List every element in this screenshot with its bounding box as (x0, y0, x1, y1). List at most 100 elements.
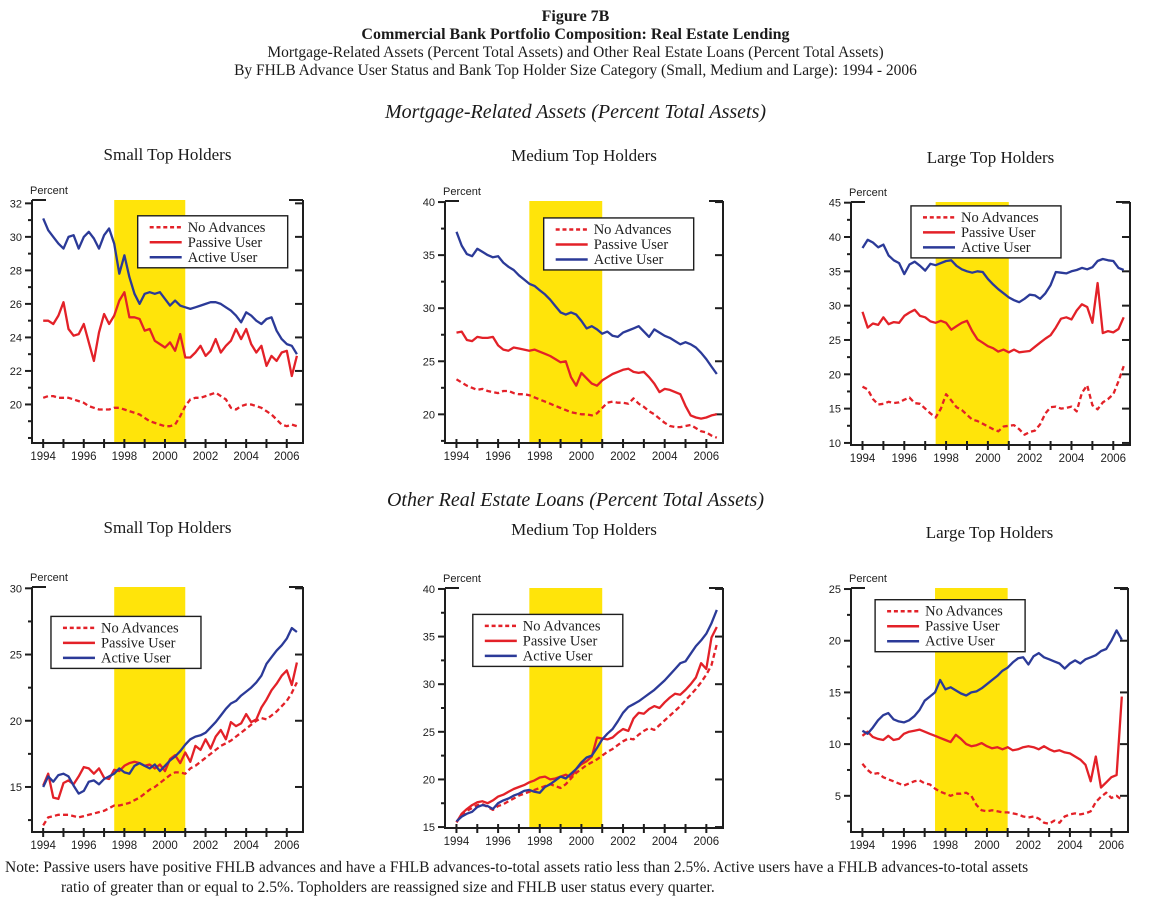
svg-text:40: 40 (423, 197, 435, 209)
svg-text:1996: 1996 (71, 451, 97, 463)
x-axis-ticks (42, 828, 288, 837)
y-axis-labels: 20 22 24 26 28 30 32 (10, 198, 22, 411)
svg-text:1994: 1994 (850, 840, 876, 852)
y-axis-labels: 15 20 25 30 35 40 (423, 584, 435, 834)
svg-text:2006: 2006 (694, 836, 720, 848)
svg-text:24: 24 (10, 332, 22, 344)
y-axis-unit-label: Percent (443, 186, 481, 198)
svg-text:2000: 2000 (975, 453, 1001, 465)
chart-title-mra-medium: Medium Top Holders (511, 146, 657, 165)
series-line-passive-user (43, 291, 299, 378)
svg-text:2002: 2002 (193, 840, 219, 852)
legend-label: Passive User (188, 235, 263, 251)
series-line-passive-user (861, 696, 1123, 789)
legend-label: Active User (961, 240, 1031, 256)
legend-label: Active User (925, 634, 995, 650)
svg-text:15: 15 (10, 782, 22, 794)
svg-text:2004: 2004 (652, 836, 678, 848)
section-heading-mortgage-related-assets: Mortgage-Related Assets (Percent Total A… (384, 101, 767, 123)
legend-label: Passive User (594, 237, 669, 253)
section-heading-other-real-estate-loans: Other Real Estate Loans (Percent Total A… (386, 489, 764, 511)
series-line-passive-user (456, 330, 718, 420)
series-line-active-user (42, 626, 298, 795)
x-axis-labels: 1994 1996 1998 2000 2002 2004 2006 (30, 451, 299, 463)
svg-text:15: 15 (423, 822, 435, 834)
svg-text:1998: 1998 (527, 836, 553, 848)
svg-text:2004: 2004 (233, 840, 259, 852)
svg-text:25: 25 (829, 584, 841, 596)
svg-text:1996: 1996 (891, 453, 917, 465)
svg-text:2002: 2002 (1017, 453, 1043, 465)
svg-text:45: 45 (829, 198, 841, 210)
figure-title: Commercial Bank Portfolio Composition: R… (361, 26, 790, 43)
series-line-no-advances (455, 643, 718, 823)
legend-label: No Advances (961, 210, 1039, 226)
svg-text:2004: 2004 (1059, 453, 1085, 465)
svg-text:30: 30 (10, 232, 22, 244)
legend-label: Passive User (925, 619, 1000, 635)
svg-text:2000: 2000 (152, 840, 178, 852)
chart-plot-ore-small: 15 20 25 30 1994 1996 1998 2000 2002 2004 2006 Perc… (10, 572, 304, 852)
svg-text:20: 20 (829, 636, 841, 648)
x-axis-labels: 1994 1996 1998 2000 2002 2004 2006 (30, 840, 299, 852)
svg-text:2002: 2002 (193, 451, 219, 463)
svg-text:25: 25 (423, 356, 435, 368)
svg-text:40: 40 (423, 584, 435, 596)
y-axis-labels: 10 15 20 25 30 35 40 45 (829, 198, 841, 450)
svg-text:2004: 2004 (652, 451, 678, 463)
svg-text:1998: 1998 (112, 451, 138, 463)
chart-title-ore-small: Small Top Holders (103, 518, 232, 537)
series-line-active-user (861, 629, 1123, 735)
chart-mra-small-top-holders: 20 22 24 26 28 30 32 1994 1996 1998 2000 2002 2004 20… (2, 183, 317, 465)
figure-subtitle-1: Mortgage-Related Assets (Percent Total A… (267, 44, 884, 61)
chart-title-ore-medium: Medium Top Holders (511, 520, 657, 539)
chart-plot-ore-medium: 15 20 25 30 35 40 1994 1996 1998 2000 2002 2004 2006… (423, 573, 724, 848)
svg-text:1996: 1996 (485, 836, 511, 848)
svg-text:35: 35 (423, 250, 435, 262)
svg-text:25: 25 (10, 650, 22, 662)
plot-frame (31, 586, 304, 833)
x-axis-labels: 1994 1996 1998 2000 2002 2004 2006 (444, 836, 719, 848)
svg-text:10: 10 (829, 739, 841, 751)
svg-text:1998: 1998 (933, 453, 959, 465)
svg-text:15: 15 (829, 404, 841, 416)
svg-text:10: 10 (829, 438, 841, 450)
chart-mra-medium-top-holders: 20 25 30 35 40 1994 1996 1998 2000 2002 2004 2006 Pe… (415, 184, 737, 465)
svg-text:26: 26 (10, 299, 22, 311)
svg-text:2004: 2004 (233, 451, 259, 463)
series-line-active-user (455, 609, 718, 823)
series-line-active-user (861, 238, 1125, 304)
svg-text:2006: 2006 (694, 451, 720, 463)
svg-text:2002: 2002 (610, 836, 636, 848)
svg-text:20: 20 (423, 774, 435, 786)
y-axis-labels: 5 10 15 20 25 (829, 584, 841, 803)
svg-text:20: 20 (829, 369, 841, 381)
svg-text:2000: 2000 (152, 451, 178, 463)
y-axis-unit-label: Percent (30, 572, 68, 584)
svg-text:2000: 2000 (569, 836, 595, 848)
x-axis-labels: 1994 1996 1998 2000 2002 2004 2006 (850, 840, 1125, 852)
chart-ore-small-top-holders: 15 20 25 30 1994 1996 1998 2000 2002 2004 2006 Perc… (2, 570, 317, 854)
legend-label: Passive User (961, 225, 1036, 241)
svg-text:20: 20 (423, 409, 435, 421)
svg-text:2006: 2006 (274, 451, 300, 463)
y-axis-ticks (25, 202, 303, 439)
y-axis-labels: 20 25 30 35 40 (423, 197, 435, 421)
legend-label: Passive User (523, 633, 598, 649)
figure-label: Figure 7B (541, 8, 610, 25)
legend-label: Active User (101, 650, 171, 666)
y-axis-labels: 15 20 25 30 (10, 583, 22, 794)
y-axis-unit-label: Percent (443, 573, 481, 585)
x-axis-labels: 1994 1996 1998 2000 2002 2004 2006 (850, 453, 1126, 465)
svg-text:1994: 1994 (30, 451, 56, 463)
legend-label: Active User (188, 250, 258, 266)
y-axis-ticks (25, 587, 303, 822)
svg-text:1998: 1998 (933, 840, 959, 852)
svg-text:1998: 1998 (527, 451, 553, 463)
plot-frame (850, 587, 1129, 833)
series-line-passive-user (455, 626, 718, 823)
